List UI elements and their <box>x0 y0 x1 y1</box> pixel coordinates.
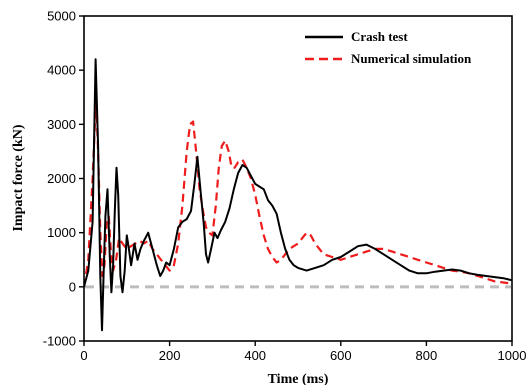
plot-frame <box>83 15 513 342</box>
x-tick-label: 400 <box>244 348 266 363</box>
x-tick-label: 1000 <box>498 348 527 363</box>
y-tick-label: 0 <box>69 279 76 294</box>
y-axis-label: Impact force (kN) <box>11 124 26 231</box>
x-tick-label: 200 <box>159 348 181 363</box>
y-tick-labels: -1000 0 1000 2000 3000 4000 5000 <box>43 9 76 349</box>
y-tick-label: 5000 <box>47 9 76 24</box>
y-tick-label: 2000 <box>47 171 76 186</box>
y-tick-label: 4000 <box>47 63 76 78</box>
y-tick-label: 3000 <box>47 117 76 132</box>
legend-label-crash-test: Crash test <box>351 29 408 44</box>
legend-label-numerical-simulation: Numerical simulation <box>351 51 472 66</box>
x-tick-label: 0 <box>80 348 87 363</box>
legend: Crash test Numerical simulation <box>305 29 472 66</box>
x-tick-label: 600 <box>330 348 352 363</box>
series-line-crash-test <box>84 58 512 332</box>
x-tick-label: 800 <box>416 348 438 363</box>
axis-ticks <box>79 15 513 346</box>
series-layer <box>84 58 512 332</box>
y-tick-label: 1000 <box>47 225 76 240</box>
x-axis-label: Time (ms) <box>268 372 329 385</box>
x-tick-labels: 0 200 400 600 800 1000 <box>80 348 526 363</box>
y-tick-label: -1000 <box>43 334 76 349</box>
series-line-numerical-simulation <box>84 96 512 287</box>
